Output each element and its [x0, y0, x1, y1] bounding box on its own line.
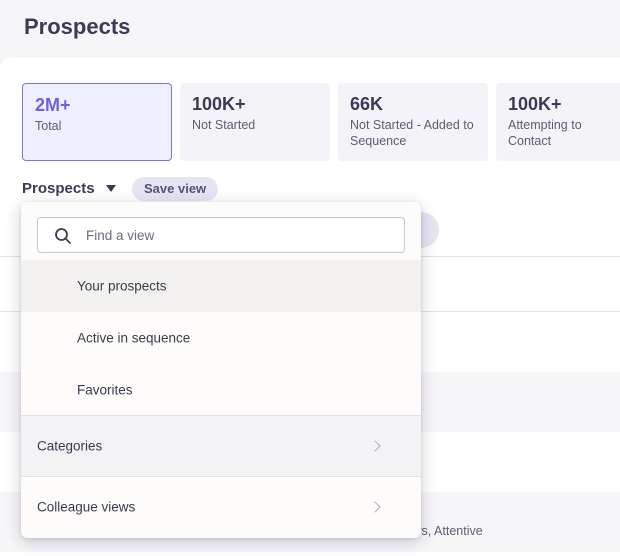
view-dropdown: Your prospects Active in sequence Favori…: [21, 202, 421, 538]
category-item-colleague-views[interactable]: Colleague views: [21, 476, 421, 537]
stat-card-total[interactable]: 2M+ Total: [22, 83, 172, 161]
stat-value: 66K: [350, 94, 384, 114]
category-item-label: Categories: [37, 438, 103, 454]
view-selector[interactable]: Prospects: [22, 180, 116, 197]
caret-down-icon: [105, 185, 116, 192]
view-item-label: Favorites: [77, 382, 133, 398]
stat-value: 2M+: [35, 95, 71, 115]
view-item-favorites[interactable]: Favorites: [21, 364, 421, 416]
stat-label: Not Started: [192, 118, 256, 132]
view-item-your-prospects[interactable]: Your prospects: [21, 260, 421, 312]
find-view-input[interactable]: [86, 218, 396, 252]
stat-label: Total: [35, 119, 62, 133]
stat-card-not-started[interactable]: 100K+ Not Started: [180, 83, 330, 161]
search-icon: [55, 228, 71, 244]
stat-label: Attempting to Contact: [508, 118, 582, 148]
stat-value: 100K+: [508, 94, 562, 114]
stat-value: 100K+: [192, 94, 246, 114]
stat-card-added-to-sequence[interactable]: 66K Not Started - Added to Sequence: [338, 83, 488, 161]
stat-label: Not Started - Added to Sequence: [350, 118, 474, 148]
stat-card-attempting-to-contact[interactable]: 100K+ Attempting to Contact: [496, 83, 620, 161]
chevron-right-icon: [369, 440, 381, 452]
category-item-label: Colleague views: [37, 499, 136, 515]
save-view-button[interactable]: Save view: [132, 177, 219, 201]
chevron-right-icon: [369, 501, 381, 513]
page-title: Prospects: [24, 14, 131, 39]
category-item-categories[interactable]: Categories: [21, 415, 421, 476]
find-view-search[interactable]: [37, 217, 405, 253]
view-item-label: Your prospects: [77, 278, 167, 294]
view-item-label: Active in sequence: [77, 330, 191, 346]
view-selector-label: Prospects: [22, 180, 95, 197]
view-item-active-in-sequence[interactable]: Active in sequence: [21, 312, 421, 364]
